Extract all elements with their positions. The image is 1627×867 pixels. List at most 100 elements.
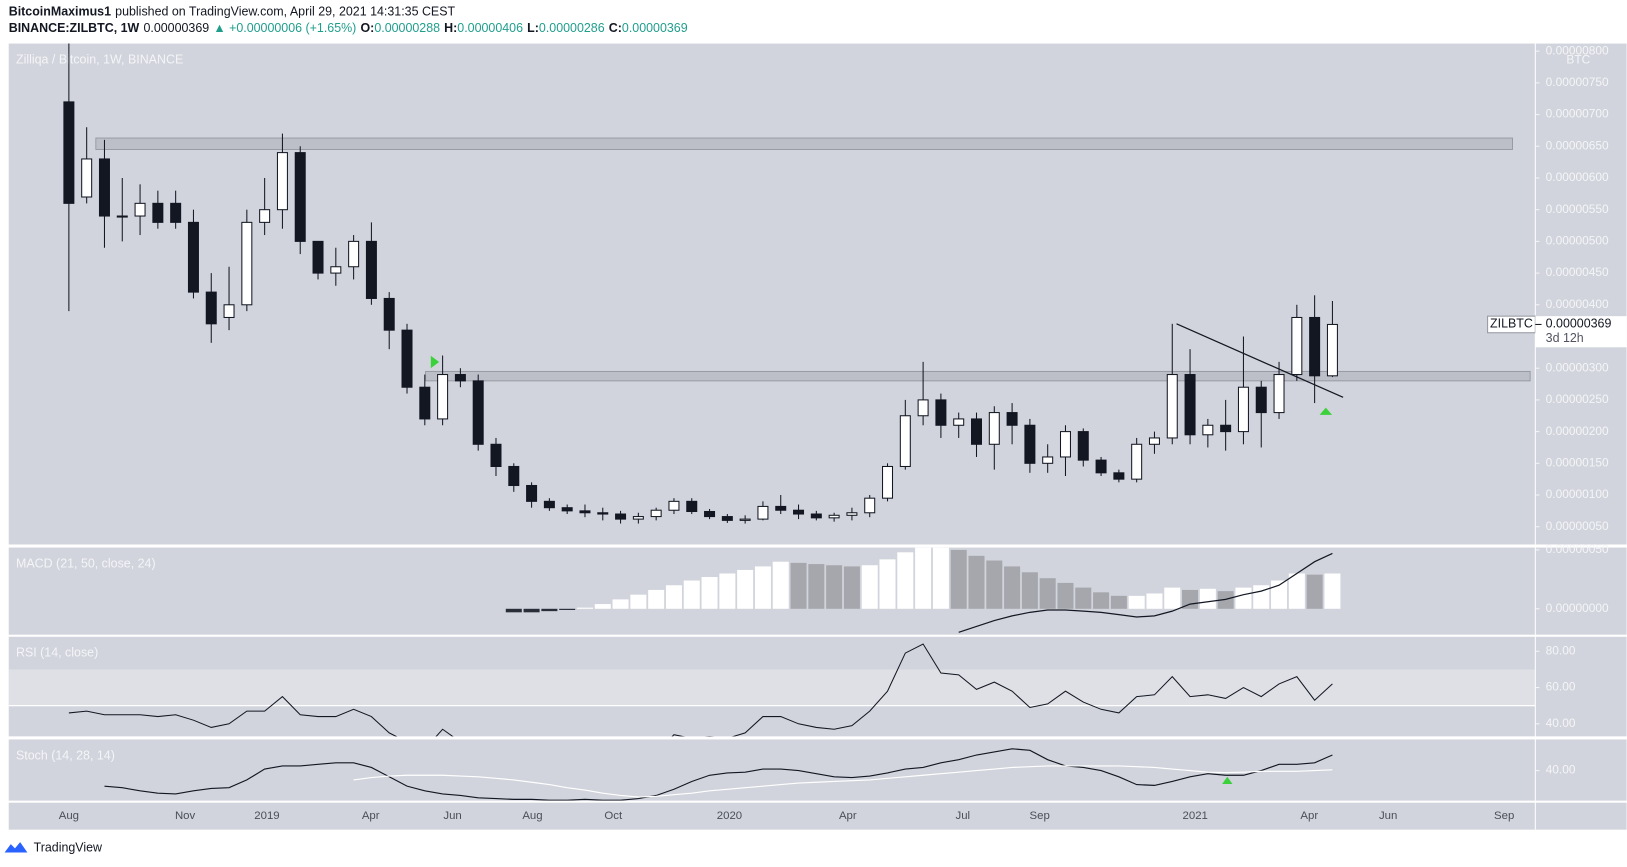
candle-body bbox=[739, 518, 751, 521]
histogram-bar bbox=[754, 566, 771, 609]
symbol: BINANCE:ZILBTC, 1W bbox=[9, 21, 140, 35]
histogram-bar bbox=[665, 585, 682, 609]
candle-body bbox=[348, 240, 360, 268]
y-tick-label: 0.00000750 bbox=[1546, 75, 1609, 89]
candle-body bbox=[1148, 437, 1160, 445]
histogram-bar bbox=[772, 561, 789, 609]
pane-title: Zilliqa / Bitcoin, 1W, BINANCE bbox=[16, 52, 183, 66]
trendline bbox=[1176, 323, 1344, 398]
candle-body bbox=[419, 386, 431, 420]
histogram-bar bbox=[897, 552, 914, 609]
x-tick-label: Nov bbox=[175, 810, 196, 822]
candle-body bbox=[490, 443, 502, 467]
candle-body bbox=[1273, 374, 1285, 414]
histogram-bar bbox=[737, 569, 754, 609]
signal-marker bbox=[1222, 776, 1233, 785]
candle-body bbox=[1006, 412, 1018, 426]
candle-body bbox=[98, 158, 110, 217]
y-tick-label: 0.00000550 bbox=[1546, 202, 1609, 216]
histogram-bar bbox=[1004, 566, 1021, 609]
candle-body bbox=[1255, 386, 1267, 414]
histogram-bar bbox=[1057, 582, 1074, 609]
rsi-pane bbox=[8, 636, 1627, 737]
candle-body bbox=[1059, 431, 1071, 458]
change: ▲ +0.00000006 (+1.65%) bbox=[213, 21, 356, 35]
histogram-bar bbox=[790, 562, 807, 609]
candle-body bbox=[187, 221, 199, 293]
candle-body bbox=[561, 507, 573, 512]
y-tick-label: 0.00000050 bbox=[1546, 519, 1609, 533]
histogram-bar bbox=[1093, 592, 1110, 609]
histogram-bar bbox=[1199, 588, 1216, 609]
histogram-bar bbox=[1039, 578, 1056, 609]
open: 0.00000288 bbox=[374, 21, 440, 35]
histogram-bar bbox=[1235, 587, 1252, 609]
candle-body bbox=[1309, 316, 1321, 377]
y-tick-label: 0.00000450 bbox=[1546, 265, 1609, 279]
y-tick-label: 0.00000800 bbox=[1546, 43, 1609, 57]
y-tick-label: 60.00 bbox=[1546, 680, 1576, 694]
histogram-bar bbox=[683, 580, 700, 609]
candle-body bbox=[793, 509, 805, 515]
candle-body bbox=[1024, 424, 1036, 464]
candle-body bbox=[1220, 424, 1232, 433]
time-axis bbox=[8, 802, 1627, 830]
histogram-bar bbox=[648, 589, 665, 609]
pane-plot bbox=[104, 748, 1333, 801]
histogram-bar bbox=[630, 594, 647, 609]
resistance-zone bbox=[425, 370, 1531, 382]
histogram-bar bbox=[843, 566, 860, 609]
logo-icon bbox=[4, 842, 28, 853]
signal-marker bbox=[1319, 407, 1333, 415]
histogram-bar bbox=[808, 564, 825, 609]
candle-body bbox=[953, 418, 965, 426]
candle-body bbox=[170, 202, 182, 223]
x-tick-label: Jun bbox=[1379, 810, 1397, 822]
histogram-bar bbox=[1110, 595, 1127, 609]
candle-body bbox=[1166, 374, 1178, 439]
line bbox=[68, 643, 1333, 737]
candle-body bbox=[970, 418, 983, 445]
candle-body bbox=[757, 505, 769, 520]
line bbox=[958, 552, 1333, 633]
candle-body bbox=[1237, 386, 1249, 433]
x-tick-label: Apr bbox=[1300, 810, 1318, 822]
candle-body bbox=[472, 380, 484, 445]
candle-body bbox=[1202, 424, 1214, 436]
candle-body bbox=[401, 329, 413, 388]
candle-body bbox=[526, 484, 538, 502]
candle-body bbox=[935, 399, 947, 426]
histogram-bar bbox=[701, 577, 718, 609]
low: 0.00000286 bbox=[539, 21, 605, 35]
resistance-zone bbox=[95, 137, 1513, 150]
candle-body bbox=[63, 101, 75, 204]
price-tag: 0.00000369 bbox=[1546, 317, 1612, 331]
open-label: O: bbox=[360, 21, 374, 35]
histogram-bar bbox=[1021, 572, 1038, 609]
candle-body bbox=[597, 512, 609, 515]
y-tick-label: 0.00000700 bbox=[1546, 107, 1609, 121]
x-tick-label: Aug bbox=[522, 810, 542, 822]
y-tick-label: 0.00000400 bbox=[1546, 297, 1609, 311]
candle-body bbox=[1042, 456, 1054, 464]
signal-marker bbox=[430, 355, 440, 369]
stoch-pane bbox=[8, 739, 1627, 801]
candle-body bbox=[152, 202, 164, 223]
y-tick-label: 0.00000000 bbox=[1546, 601, 1609, 615]
y-tick-label: 0.00000500 bbox=[1546, 234, 1609, 248]
histogram-bar bbox=[1253, 585, 1270, 609]
y-tick-label: 0.00000150 bbox=[1546, 455, 1609, 469]
x-tick-label: Jul bbox=[956, 810, 971, 822]
y-tick-label: 0.00000250 bbox=[1546, 392, 1609, 406]
histogram-bar bbox=[719, 573, 736, 609]
pane-plot bbox=[63, 43, 1531, 524]
high: 0.00000406 bbox=[457, 21, 523, 35]
header-line-2: BINANCE:ZILBTC, 1W 0.00000369 ▲ +0.0000000… bbox=[9, 21, 688, 35]
candle-body bbox=[828, 514, 840, 519]
y-tick-label: 0.00000050 bbox=[1546, 542, 1609, 556]
candle-body bbox=[508, 465, 520, 487]
x-tick-label: 2019 bbox=[254, 810, 279, 822]
histogram-bar bbox=[594, 604, 611, 609]
